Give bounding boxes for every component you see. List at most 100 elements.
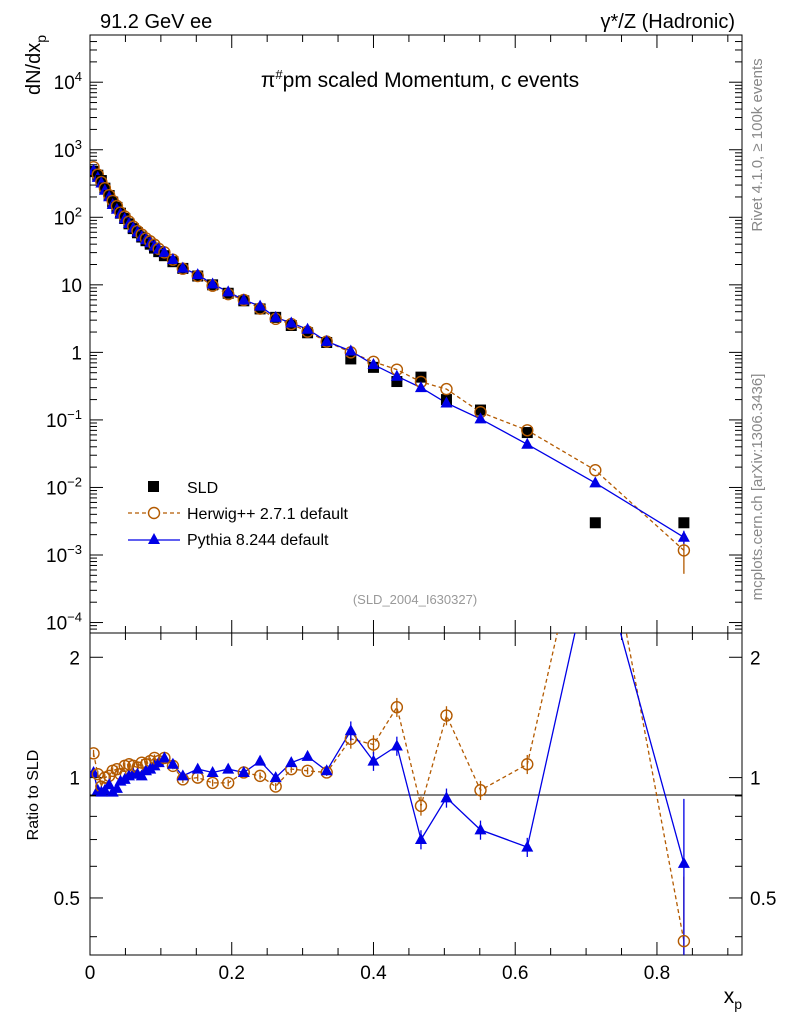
pythia-point	[344, 344, 357, 356]
herwig-point	[589, 464, 602, 477]
pythia-point	[206, 277, 219, 289]
ratio-tick-label-left: 1	[69, 769, 80, 790]
pythia-point	[158, 245, 171, 257]
x-tick-label: 0	[85, 963, 96, 984]
pythia-ratio-point	[320, 764, 333, 776]
pythia-ratio-point	[110, 781, 123, 793]
header-process-label: γ*/Z (Hadronic)	[601, 11, 735, 33]
pythia-ratio-point	[474, 823, 487, 835]
herwig-ratio-point	[206, 776, 219, 790]
pythia-ratio-point	[344, 724, 357, 736]
x-axis-title: xp	[724, 985, 743, 1012]
pythia-ratio-point	[98, 783, 111, 795]
mcplots-reference-label: mcplots.cern.ch [arXiv:1306.3436]	[749, 374, 766, 601]
pythia-ratio-point	[166, 757, 179, 769]
pythia-ratio-point	[206, 765, 219, 777]
pythia-ratio-point	[285, 756, 298, 768]
legend-label-pythia: Pythia 8.244 default	[187, 532, 329, 549]
ratio-tick-label-right: 2	[750, 648, 761, 669]
rivet-version-label: Rivet 4.1.0, ≥ 100k events	[749, 58, 766, 231]
pythia-point	[440, 396, 453, 408]
pythia-point	[269, 310, 282, 322]
pythia-point	[414, 381, 427, 393]
y-axis-title: dN/dxp	[23, 35, 49, 95]
pythia-ratio-point	[158, 751, 171, 763]
x-tick-label: 0.4	[360, 963, 387, 984]
herwig-ratio-point	[253, 769, 267, 783]
pythia-point	[390, 369, 403, 381]
ratio-tick-label-left: 2	[69, 648, 80, 669]
legend-label-sld: SLD	[187, 480, 218, 497]
pythia-point	[166, 252, 179, 264]
pythia-ratio-point	[521, 840, 534, 852]
main-plot-series	[90, 160, 691, 574]
y-tick-label: 1	[71, 343, 82, 364]
pythia-point	[285, 316, 298, 328]
sld-point	[474, 404, 486, 416]
herwig-ratio-point	[301, 764, 314, 778]
herwig-point	[521, 424, 534, 437]
pythia-point	[237, 293, 250, 305]
pythia-point	[320, 334, 333, 346]
legend-marker-pythia	[148, 533, 160, 544]
pythia-ratio-point	[269, 771, 282, 783]
legend-marker-sld	[148, 481, 159, 492]
pythia-ratio-point	[152, 756, 165, 768]
ratio-plot-series	[90, 535, 691, 955]
x-tick-label: 0.6	[502, 963, 528, 984]
x-tick-label: 0.2	[219, 963, 245, 984]
pythia-point	[254, 299, 267, 311]
sld-point	[521, 427, 533, 439]
y-tick-label: 103	[54, 137, 82, 162]
pythia-ratio-point	[301, 749, 314, 761]
pythia-point	[474, 412, 487, 424]
herwig-ratio-point	[414, 799, 428, 813]
legend-marker-herwig	[147, 506, 161, 520]
herwig-ratio-point	[269, 780, 282, 793]
ratio-tick-label-right: 1	[750, 769, 761, 790]
x-tick-label: 0.8	[644, 963, 670, 984]
herwig-ratio-point	[521, 758, 534, 771]
ratio-y-axis: 2 2 1 1 0.5 0.5	[54, 648, 776, 938]
herwig-ratio-point	[677, 934, 691, 948]
sld-point	[345, 353, 357, 365]
header-energy-label: 91.2 GeV ee	[100, 11, 212, 33]
y-tick-label: 10−1	[46, 407, 82, 432]
herwig-ratio-point	[390, 701, 404, 714]
pythia-ratio-point	[589, 535, 601, 546]
pythia-ratio-point	[237, 765, 250, 777]
sld-point	[391, 376, 403, 388]
legend-label-herwig: Herwig++ 2.7.1 default	[187, 506, 349, 523]
x-axis: 0 0.2 0.4 0.6 0.8	[85, 35, 729, 984]
herwig-ratio-point	[221, 776, 235, 790]
pythia-point	[176, 261, 189, 273]
ratio-tick-label-left: 0.5	[54, 889, 80, 910]
pythia-ratio-point	[103, 778, 116, 790]
herwig-ratio-point	[474, 784, 487, 797]
pythia-ratio-point	[222, 762, 235, 774]
pythia-point	[222, 285, 235, 297]
y-tick-label: 10−3	[46, 542, 82, 567]
pythia-point	[367, 358, 380, 370]
pythia-ratio-point	[367, 754, 380, 766]
ratio-y-axis-title: Ratio to SLD	[25, 750, 42, 841]
pythia-point	[301, 322, 314, 334]
pythia-ratio-point	[414, 833, 427, 845]
sld-point	[678, 517, 690, 529]
herwig-ratio-point	[90, 747, 100, 760]
herwig-ratio-point	[191, 771, 204, 784]
plot-title: π#pm scaled Momentum, c events	[261, 67, 579, 92]
herwig-ratio-point	[440, 709, 453, 722]
pythia-point	[191, 268, 204, 280]
herwig-line	[92, 166, 685, 551]
sld-point	[415, 371, 427, 383]
pythia-ratio-point	[191, 762, 204, 774]
pythia-ratio-line	[92, 633, 685, 864]
herwig-point	[440, 382, 453, 396]
y-tick-label: 10	[61, 276, 82, 297]
y-tick-label: 10−4	[46, 610, 82, 635]
analysis-id-label: (SLD_2004_I630327)	[353, 592, 477, 607]
herwig-ratio-point	[367, 738, 380, 751]
